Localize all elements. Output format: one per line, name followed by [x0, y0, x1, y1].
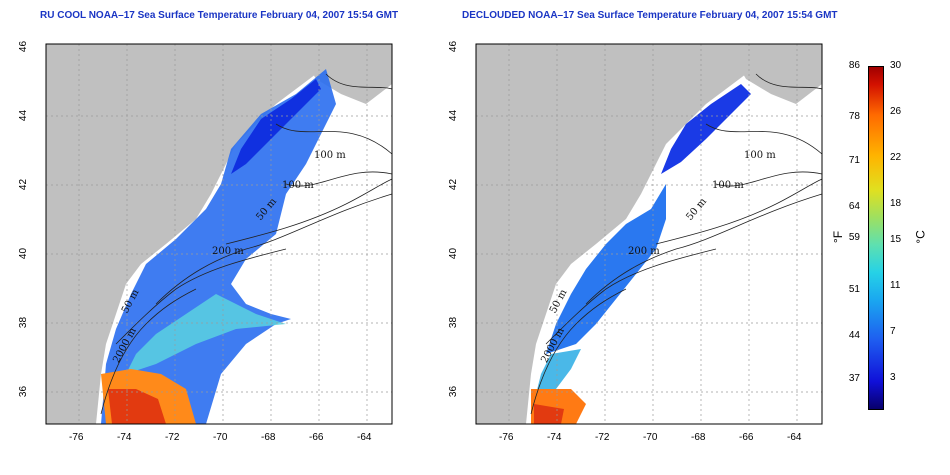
sst-cold-swath	[546, 184, 666, 354]
fahrenheit-unit-label: °F	[831, 230, 846, 244]
right-sst-map: 100 m 100 m 50 m 200 m 50 m 2000 m 36 38…	[448, 41, 823, 443]
lon-tick: -70	[213, 432, 228, 443]
land-mass	[476, 44, 822, 424]
celsius-tick: 11	[890, 280, 901, 291]
temperature-colorbar	[868, 66, 884, 410]
fahrenheit-tick: 86	[848, 60, 860, 71]
lat-tick: 36	[18, 385, 30, 398]
right-grid	[476, 44, 822, 424]
lat-tick: 42	[448, 178, 460, 191]
contour-label-200m: 200 m	[628, 246, 660, 257]
contour-label-100m-b: 100 m	[712, 180, 744, 191]
right-map-canvas	[475, 43, 823, 425]
fahrenheit-tick: 71	[848, 155, 860, 166]
fahrenheit-tick: 37	[848, 373, 860, 384]
lat-tick: 38	[448, 316, 460, 329]
lon-tick: -72	[595, 432, 610, 443]
lon-tick: -76	[69, 432, 84, 443]
land-mass	[46, 44, 392, 424]
sst-hot-core	[108, 389, 166, 424]
fahrenheit-tick: 64	[848, 201, 860, 212]
celsius-unit-label: °C	[913, 230, 928, 244]
contour-label-100m-b: 100 m	[282, 180, 314, 191]
fahrenheit-tick: 78	[848, 111, 860, 122]
right-bathymetry-contours	[530, 73, 823, 415]
lat-tick: 46	[18, 40, 30, 53]
fahrenheit-tick: 44	[848, 330, 860, 341]
left-bathymetry-contours	[100, 73, 393, 415]
lat-tick: 46	[448, 40, 460, 53]
celsius-tick: 26	[890, 106, 902, 117]
fahrenheit-tick: 51	[848, 284, 860, 295]
sst-mid-band	[536, 349, 581, 394]
left-map-canvas	[45, 43, 393, 425]
celsius-tick: 22	[890, 152, 902, 163]
celsius-tick: 18	[890, 198, 902, 209]
lat-tick: 36	[448, 385, 460, 398]
lon-tick: -64	[357, 432, 372, 443]
left-map-frame	[45, 43, 393, 425]
lon-tick: -76	[499, 432, 514, 443]
lat-tick: 40	[448, 247, 460, 260]
fahrenheit-tick: 59	[848, 232, 860, 243]
celsius-tick: 7	[890, 326, 896, 337]
celsius-tick: 30	[890, 60, 902, 71]
lat-tick: 40	[18, 247, 30, 260]
temperature-colorbar-legend: 86 78 71 64 59 51 44 37 30 26 22 18 15 1…	[831, 60, 942, 415]
sst-mid-band	[126, 294, 286, 374]
lat-tick: 44	[18, 109, 30, 122]
nova-scotia-land	[726, 44, 822, 104]
celsius-tick: 15	[890, 234, 902, 245]
lon-tick: -64	[787, 432, 802, 443]
lon-tick: -68	[691, 432, 706, 443]
right-map-frame	[475, 43, 823, 425]
left-sst-map: 100 m 100 m 50 m 200 m 50 m 2000 m 36 38…	[18, 41, 393, 443]
contour-label-200m: 200 m	[212, 246, 244, 257]
lon-tick: -66	[739, 432, 754, 443]
lon-tick: -66	[309, 432, 324, 443]
celsius-tick: 3	[890, 372, 896, 383]
left-map-title: RU COOL NOAA–17 Sea Surface Temperature …	[40, 10, 399, 21]
right-map-title: DECLOUDED NOAA–17 Sea Surface Temperatur…	[462, 10, 838, 21]
sst-hot-core	[534, 404, 564, 424]
lat-tick: 42	[18, 178, 30, 191]
left-grid	[46, 44, 392, 424]
nova-scotia-land	[296, 44, 392, 104]
lon-tick: -74	[117, 432, 132, 443]
lat-tick: 44	[448, 109, 460, 122]
contour-label-100m: 100 m	[744, 150, 776, 161]
lon-tick: -74	[547, 432, 562, 443]
lon-tick: -72	[165, 432, 180, 443]
lon-tick: -68	[261, 432, 276, 443]
sst-coldest-gulf-maine	[231, 79, 321, 174]
sst-coldest-gulf-maine	[661, 84, 751, 174]
lon-tick: -70	[643, 432, 658, 443]
lat-tick: 38	[18, 316, 30, 329]
contour-label-100m: 100 m	[314, 150, 346, 161]
